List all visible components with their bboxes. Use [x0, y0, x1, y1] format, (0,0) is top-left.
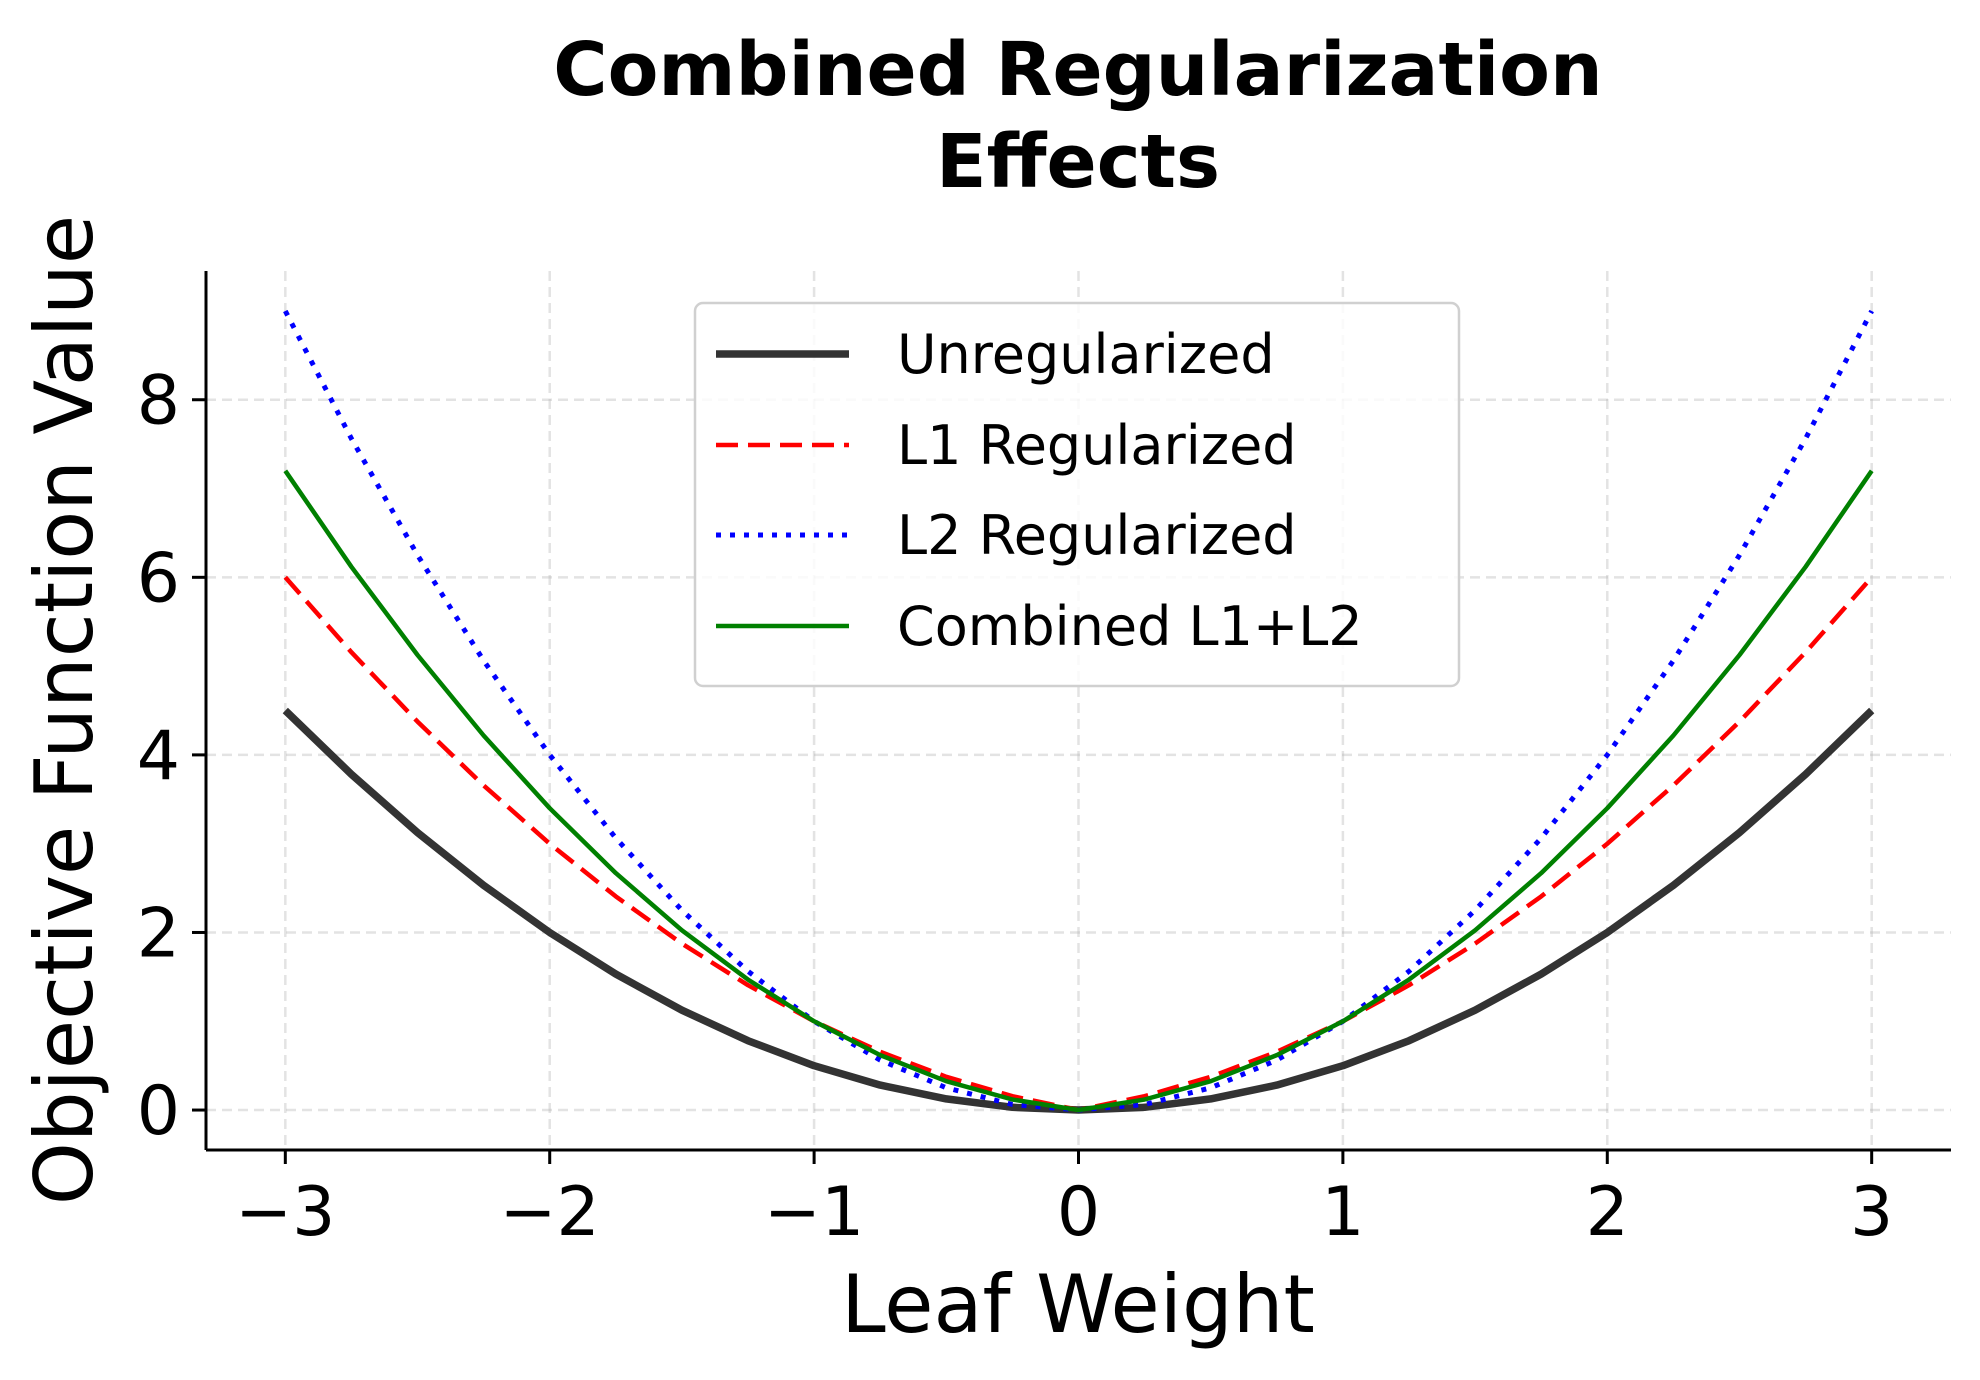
- y-tick-label: 2: [137, 894, 180, 973]
- y-tick-label: 0: [137, 1072, 180, 1151]
- x-tick-label: −1: [764, 1173, 864, 1252]
- axes: −3 −2 −1 0 1 2 3 0 2 4 6 8: [137, 271, 1951, 1252]
- series-lines: [282, 309, 1875, 1114]
- x-tick-label: −2: [500, 1173, 600, 1252]
- y-tick-label: 4: [137, 717, 180, 796]
- y-tick-label: 8: [137, 362, 180, 441]
- legend-frame: [693, 301, 1461, 688]
- legend-label: L2 Regularized: [897, 504, 1297, 567]
- y-axis-label: Objective Function Value: [18, 215, 111, 1205]
- x-tick-label: 1: [1321, 1173, 1364, 1252]
- legend-label: Unregularized: [897, 323, 1275, 386]
- chart-title-line-2: Effects: [936, 119, 1220, 205]
- x-tick-label: 3: [1850, 1173, 1893, 1252]
- legend-label: L1 Regularized: [897, 414, 1297, 477]
- y-tick-label: 6: [137, 539, 180, 618]
- chart-title-line-1: Combined Regularization: [553, 27, 1602, 113]
- legend: Unregularized L1 Regularized L2 Regularize…: [693, 301, 1461, 688]
- x-tick-label: −3: [235, 1173, 335, 1252]
- legend-label: Combined L1+L2: [897, 595, 1363, 658]
- x-tick-label: 0: [1057, 1173, 1100, 1252]
- x-tick-label: 2: [1586, 1173, 1629, 1252]
- x-axis-label: Leaf Weight: [841, 1258, 1315, 1351]
- series-line-combined-l1-l2: [283, 469, 1874, 1113]
